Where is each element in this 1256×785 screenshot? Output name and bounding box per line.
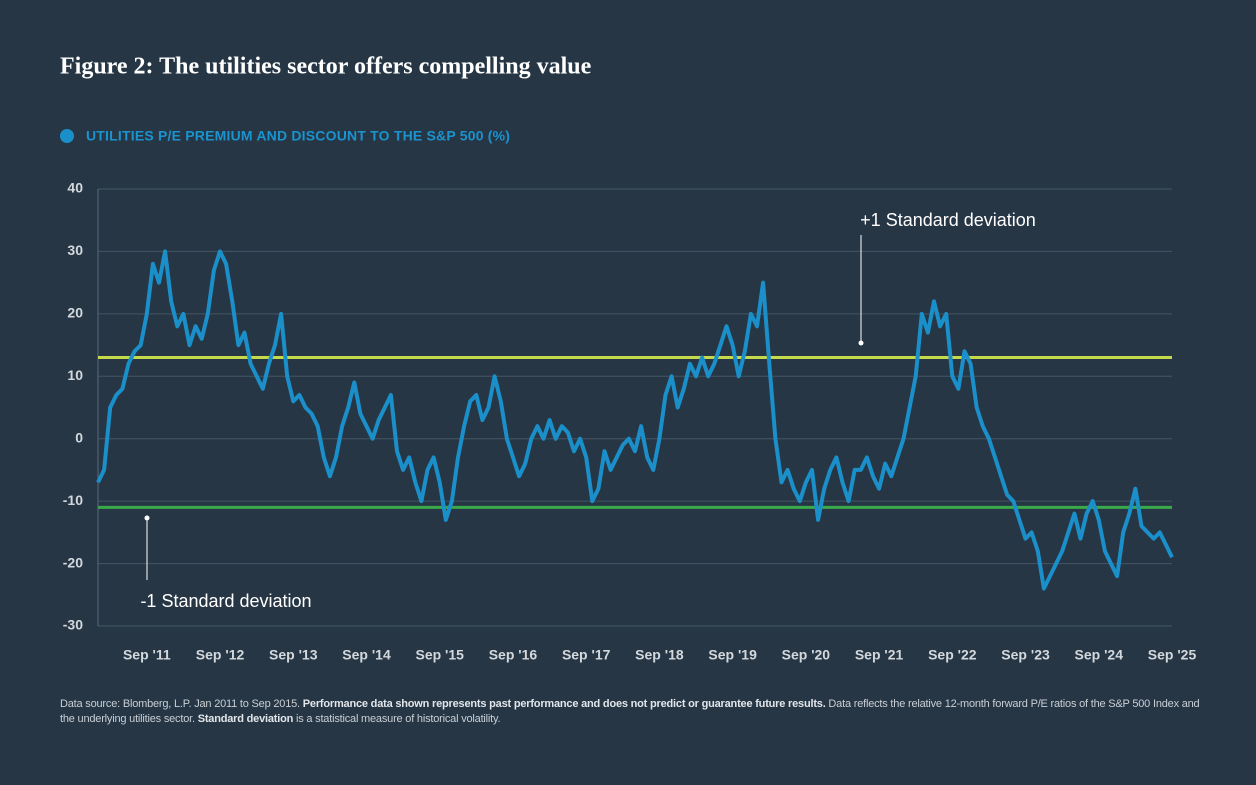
x-tick-label: Sep '18 [635, 647, 684, 663]
chart-title: Figure 2: The utilities sector offers co… [60, 54, 592, 80]
annotation-label: -1 Standard deviation [140, 591, 311, 611]
footnote-text: Data reflects the relative 12-month forw… [60, 698, 1200, 725]
x-tick-label: Sep '13 [269, 647, 318, 663]
x-tick-label: Sep '19 [708, 647, 757, 663]
x-tick-label: Sep '24 [1075, 647, 1124, 663]
y-tick-label: -20 [63, 554, 83, 570]
x-tick-label: Sep '14 [342, 647, 391, 663]
x-tick-label: Sep '11 [123, 647, 171, 663]
data-line [96, 249, 1174, 591]
x-tick-label: Sep '25 [1148, 647, 1197, 663]
x-tick-label: Sep '21 [855, 647, 904, 663]
footnote-text: Standard deviation [197, 713, 294, 725]
footnote: Data source: Blomberg, L.P. Jan 2011 to … [60, 697, 1210, 727]
y-tick-label: -30 [63, 617, 83, 633]
y-tick-label: 10 [67, 367, 83, 383]
x-tick-label: Sep '15 [415, 647, 464, 663]
y-tick-label: 30 [67, 242, 83, 258]
annotation-dot [858, 340, 864, 346]
y-tick-label: 0 [75, 429, 83, 445]
x-tick-label: Sep '16 [489, 647, 538, 663]
legend-label: UTILITIES P/E PREMIUM AND DISCOUNT TO TH… [86, 128, 510, 144]
y-tick-label: -10 [63, 492, 83, 508]
x-tick-label: Sep '23 [1001, 647, 1050, 663]
footnote-text: Performance data shown represents past p… [302, 698, 826, 710]
legend-marker [60, 129, 74, 143]
x-tick-label: Sep '20 [782, 647, 831, 663]
y-tick-label: 20 [67, 305, 83, 321]
x-tick-label: Sep '22 [928, 647, 977, 663]
footnote-text: is a statistical measure of historical v… [293, 713, 501, 725]
footnote-text: Data source: Blomberg, L.P. Jan 2011 to … [60, 698, 303, 710]
x-tick-label: Sep '12 [196, 647, 245, 663]
chart: Figure 2: The utilities sector offers co… [60, 54, 1197, 663]
annotation-label: +1 Standard deviation [860, 210, 1036, 230]
annotation-dot [144, 515, 150, 521]
y-tick-label: 40 [67, 180, 83, 196]
x-tick-label: Sep '17 [562, 647, 611, 663]
